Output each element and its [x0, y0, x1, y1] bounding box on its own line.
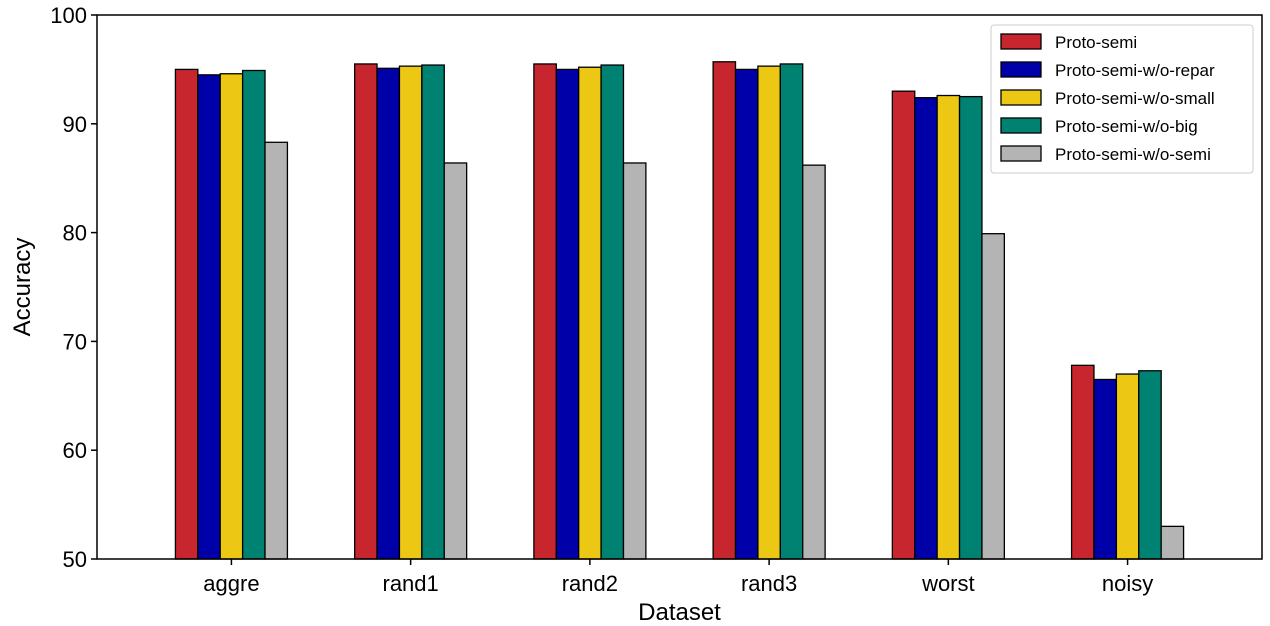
- y-axis-label: Accuracy: [9, 238, 36, 337]
- legend-swatch: [1000, 33, 1042, 50]
- bar-rand1-proto-semi: [354, 63, 378, 560]
- bar-rand3-proto-semi: [712, 61, 737, 560]
- bar-rand3-proto-semi-w-o-small: [757, 65, 781, 560]
- bar-worst-proto-semi-w-o-semi: [981, 233, 1005, 560]
- bar-rand3-proto-semi-w-o-big: [779, 63, 804, 560]
- y-tick-label: 80: [63, 221, 87, 246]
- bar-worst-proto-semi: [891, 90, 916, 560]
- bar-rand2-proto-semi-w-o-small: [578, 66, 602, 560]
- x-tick-label: rand1: [383, 571, 439, 596]
- legend-label: Proto-semi: [1055, 33, 1137, 52]
- x-axis-label: Dataset: [638, 599, 721, 626]
- y-tick-label: 60: [63, 438, 87, 463]
- legend: Proto-semi Proto-semi-w/o-repar Proto-semi…: [990, 24, 1254, 174]
- legend-swatch: [1000, 61, 1042, 78]
- bar-worst-proto-semi-w-o-repar: [914, 97, 938, 560]
- bar-rand2-proto-semi-w-o-big: [600, 64, 625, 560]
- bar-worst-proto-semi-w-o-small: [936, 94, 961, 560]
- legend-label: Proto-semi-w/o-repar: [1055, 61, 1215, 80]
- bar-worst-proto-semi-w-o-big: [958, 95, 983, 560]
- x-tick-label: rand2: [562, 571, 618, 596]
- bar-rand2-proto-semi: [533, 63, 557, 560]
- legend-swatch: [1000, 145, 1042, 162]
- legend-label: Proto-semi-w/o-small: [1055, 89, 1215, 108]
- bar-aggre-proto-semi-w-o-big: [241, 69, 266, 560]
- bar-rand1-proto-semi-w-o-repar: [376, 67, 401, 560]
- x-tick-label: noisy: [1102, 571, 1153, 596]
- bar-rand3-proto-semi-w-o-repar: [734, 68, 759, 560]
- plot-frame: [96, 14, 1263, 560]
- legend-swatch: [1000, 117, 1042, 134]
- x-axis: aggre rand1 rand2 rand3 worst noisy: [203, 559, 1153, 596]
- bar-rand1-proto-semi-w-o-big: [421, 64, 445, 560]
- bar-rand2-proto-semi-w-o-repar: [555, 68, 580, 560]
- bar-aggre-proto-semi: [174, 68, 199, 560]
- bar-aggre-proto-semi-w-o-small: [219, 73, 244, 560]
- legend-label: Proto-semi-w/o-semi: [1055, 145, 1211, 164]
- bars-group: [174, 61, 1185, 560]
- x-tick-label: aggre: [203, 571, 259, 596]
- y-tick-label: 50: [63, 547, 87, 572]
- bar-noisy-proto-semi: [1070, 364, 1095, 560]
- x-tick-label: worst: [921, 571, 975, 596]
- bar-aggre-proto-semi-w-o-semi: [264, 141, 289, 560]
- bar-rand1-proto-semi-w-o-small: [398, 65, 423, 560]
- bar-aggre-proto-semi-w-o-repar: [197, 74, 221, 560]
- bar-noisy-proto-semi-w-o-small: [1115, 373, 1140, 560]
- legend-label: Proto-semi-w/o-big: [1055, 117, 1198, 136]
- bar-rand2-proto-semi-w-o-semi: [622, 162, 647, 560]
- y-tick-label: 90: [63, 112, 87, 137]
- y-tick-label: 70: [63, 329, 87, 354]
- bar-rand1-proto-semi-w-o-semi: [443, 162, 468, 560]
- y-tick-label: 100: [50, 3, 87, 28]
- x-tick-label: rand3: [741, 571, 797, 596]
- bar-rand3-proto-semi-w-o-semi: [802, 164, 826, 560]
- bar-noisy-proto-semi-w-o-big: [1138, 370, 1162, 560]
- y-axis: 50 60 70 80 90 100: [50, 3, 97, 572]
- bar-noisy-proto-semi-w-o-semi: [1160, 525, 1185, 560]
- legend-box: [990, 24, 1254, 174]
- bar-noisy-proto-semi-w-o-repar: [1093, 378, 1118, 560]
- legend-swatch: [1000, 89, 1042, 106]
